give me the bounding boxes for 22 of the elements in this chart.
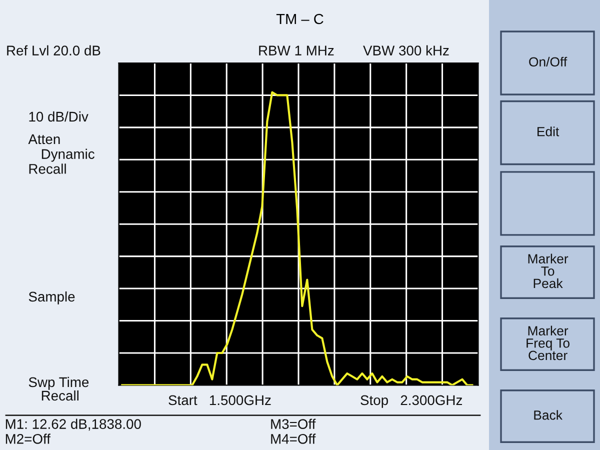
text: Back: [534, 410, 562, 420]
text: RBW 1 MHz: [259, 46, 334, 56]
text: Recall: [42, 390, 78, 401]
text: M3=Off: [271, 418, 316, 429]
text: 10 dB/Div: [29, 111, 88, 122]
text: M1: 12.62 dB,1838.00: [6, 418, 141, 431]
text: Dynamic: [42, 148, 94, 162]
text: Ref Lvl 20.0 dB: [7, 45, 100, 56]
text: VBW 300 kHz: [363, 45, 449, 56]
chart-title: TM – C: [276, 14, 324, 24]
text: Stop 2.300GHz: [360, 395, 462, 408]
text: Start 1.500GHz: [168, 395, 271, 406]
text: Edit: [538, 126, 560, 136]
text: Marker Freq To Center: [526, 326, 570, 360]
text: M2=Off: [6, 434, 51, 444]
text: Recall: [29, 164, 66, 174]
text: Swp Time: [28, 376, 89, 390]
text: Sample: [28, 291, 75, 304]
text: M4=Off: [271, 434, 316, 444]
text: Marker To Peak: [528, 254, 568, 288]
text: Atten: [28, 134, 60, 144]
text: On/Off: [529, 56, 568, 67]
